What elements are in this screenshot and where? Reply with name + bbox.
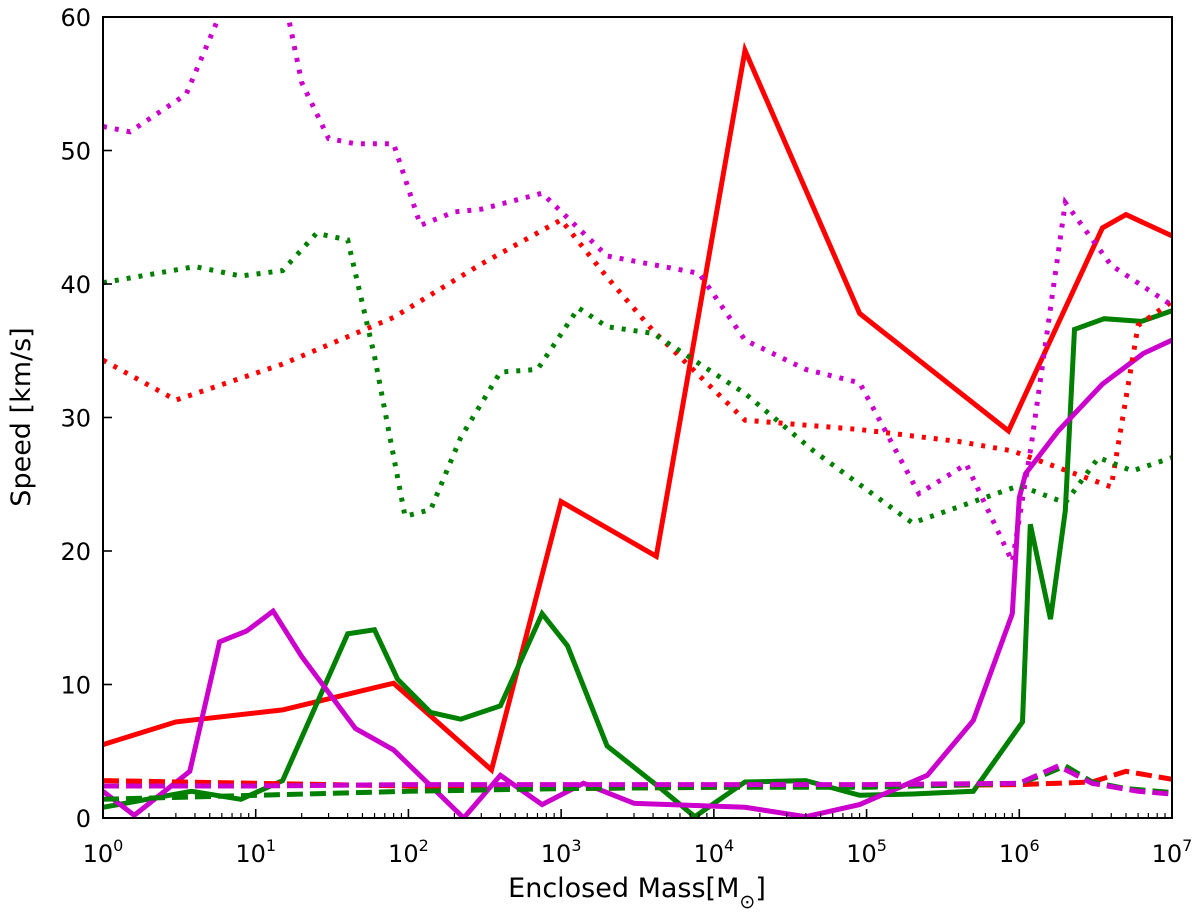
- y-tick-label: 20: [60, 538, 91, 566]
- x-tick-label: 101: [235, 836, 276, 868]
- y-tick-label: 50: [60, 138, 91, 166]
- series-line-magenta-dashed: [103, 763, 1172, 797]
- ticks-layer: 100 101 102 103 104 105 106 107 0 10 20 30 40 50 60: [60, 4, 1192, 868]
- series-line-magenta-solid: [103, 337, 1172, 818]
- series-line-red-solid: [103, 41, 1172, 775]
- x-tick-label: 106: [999, 836, 1040, 868]
- y-tick-label: 40: [60, 271, 91, 299]
- y-tick-label: 30: [60, 405, 91, 433]
- series-line-green-solid: [103, 308, 1172, 818]
- series-line-red-dotted: [103, 216, 1172, 491]
- x-axis-label: Enclosed Mass[M⊙]: [508, 873, 766, 912]
- series-line-green-dotted: [103, 230, 1172, 526]
- series-layer: [103, 17, 1172, 818]
- x-tick-label: 104: [693, 836, 734, 868]
- x-tick-label: 102: [388, 836, 429, 868]
- x-tick-label: 100: [83, 836, 124, 868]
- x-tick-label: 107: [1152, 836, 1193, 868]
- y-tick-label: 0: [76, 805, 91, 833]
- y-tick-label: 10: [60, 672, 91, 700]
- plot-frame: [102, 16, 1173, 819]
- y-axis-label: Speed [km/s]: [6, 327, 37, 506]
- x-tick-label: 103: [541, 836, 582, 868]
- x-tick-label: 105: [846, 836, 887, 868]
- series-line-magenta-dotted: [103, 17, 1172, 571]
- y-tick-label: 60: [60, 4, 91, 32]
